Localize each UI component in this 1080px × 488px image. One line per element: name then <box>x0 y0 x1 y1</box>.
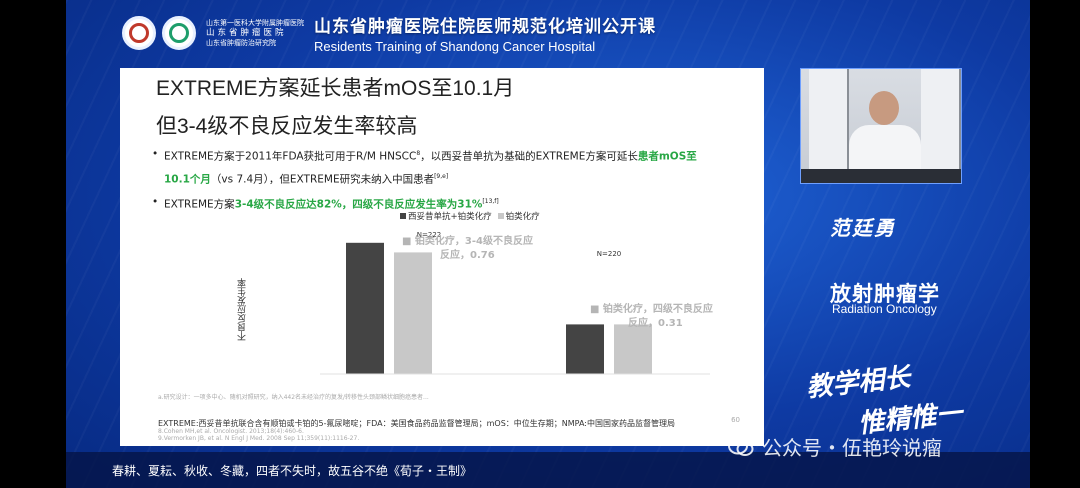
footnote-small: a.研究设计：一项多中心、随机对照研究，纳入442名未经治疗的复发/转移性头颈部… <box>158 394 429 401</box>
institution-line-2: 山东省肿瘤医院 <box>206 28 287 38</box>
bullet-1-text-a: EXTREME方案于2011年FDA获批可用于R/M HNSCC <box>164 150 417 163</box>
footnote-abbreviations: EXTREME:西妥昔单抗联合含有顺铂或卡铂的5-氟尿嘧啶；FDA：美国食品药品… <box>158 419 676 428</box>
bullet-1-text-c: （vs 7.4月），但EXTREME研究未纳入中国患者 <box>210 173 435 185</box>
bullet-1-highlight-2: 10.1个月 <box>164 173 211 185</box>
slide-title-line-1: EXTREME方案延长患者mOS至10.1月 <box>156 77 515 100</box>
screen-bezel-right <box>1030 0 1080 488</box>
screen-bezel-left <box>0 0 66 488</box>
podium <box>801 169 961 183</box>
legend-swatch <box>497 213 504 219</box>
bullet-dot-icon: • <box>152 148 159 160</box>
department-en: Radiation Oncology <box>832 302 937 316</box>
wechat-icon <box>728 437 754 456</box>
ticker-bar: 春耕、夏耘、秋收、冬藏，四者不失时，故五谷不绝《荀子・王制》 <box>66 452 1030 488</box>
background-panel <box>809 69 849 183</box>
bar-2-2 <box>614 324 652 374</box>
group-n-label: N=220 <box>597 250 621 258</box>
presenter-head <box>869 91 899 125</box>
annotation-line-2: 反应，0.76 <box>440 248 495 261</box>
legend-swatch <box>400 213 406 219</box>
institution-line-1: 山东第一医科大学附属肿瘤医院 <box>206 19 304 27</box>
watermark: 公众号・伍艳玲说瘤 <box>728 432 942 461</box>
bullet-2-ref: [13,f] <box>482 198 499 205</box>
bar-1-2 <box>566 324 604 374</box>
bullet-2-highlight: 3-4级不良反应达82%，四级不良反应发生率为31% <box>234 198 483 211</box>
slide-title-line-2: 但3-4级不良反应发生率较高 <box>156 115 418 138</box>
presenter-name: 范廷勇 <box>830 216 896 240</box>
background-panel <box>921 69 961 183</box>
bullet-1-ref-2: [9,e] <box>434 172 449 180</box>
annotation-line-1: ■ 铂类化疗，3-4级不良反应 <box>402 234 533 247</box>
annotation-line-2: 反应，0.31 <box>628 316 683 329</box>
bar-1-1 <box>346 242 384 374</box>
institution-line-3: 山东省肿瘤防治研究院 <box>206 39 276 47</box>
hospital-logo-icon <box>122 16 156 50</box>
broadcast-stage: 山东第一医科大学附属肿瘤医院 山东省肿瘤医院 山东省肿瘤防治研究院 山东省肿瘤医… <box>66 0 1030 488</box>
motto-line-1: 教学相长 <box>804 362 912 404</box>
bullet-2: • EXTREME方案3-4级不良反应达82%，四级不良反应发生率为31%[13… <box>152 192 499 215</box>
watermark-text: 公众号・伍艳玲说瘤 <box>762 436 942 460</box>
bullet-1-text-b: ，以西妥昔单抗为基础的EXTREME方案可延长 <box>420 150 638 163</box>
course-title: 山东省肿瘤医院住院医师规范化培训公开课 Residents Training o… <box>314 12 656 54</box>
legend-label: 西妥昔单抗+铂类化疗 <box>408 212 492 222</box>
slide: EXTREME方案延长患者mOS至10.1月 但3-4级不良反应发生率较高 • … <box>120 68 764 446</box>
bullet-2-text: EXTREME方案 <box>164 198 235 211</box>
bullet-1-ref-1: 8 <box>416 150 421 157</box>
header: 山东第一医科大学附属肿瘤医院 山东省肿瘤医院 山东省肿瘤防治研究院 山东省肿瘤医… <box>122 10 656 56</box>
reference-1: 8.Cohen MH,et al. Oncologist. 2013;18(4)… <box>158 428 304 435</box>
ticker-text: 春耕、夏耘、秋收、冬藏，四者不失时，故五谷不绝《荀子・王制》 <box>112 464 473 478</box>
legend-item-2: 铂类化疗 <box>497 210 540 222</box>
slide-page-number: 60 <box>731 416 740 424</box>
annotation-line-1: ■ 铂类化疗，四级不良反应 <box>590 302 713 315</box>
course-title-cn: 山东省肿瘤医院住院医师规范化培训公开课 <box>314 17 656 37</box>
bullet-1: • EXTREME方案于2011年FDA获批可用于R/M HNSCC8，以西妥昔… <box>152 144 724 189</box>
reference-2: 9.Vermorken JB, et al. N Engl J Med. 200… <box>158 435 360 442</box>
legend-item-1: 西妥昔单抗+铂类化疗 <box>400 210 492 222</box>
legend-label: 铂类化疗 <box>505 212 540 222</box>
bullet-dot-icon: • <box>152 196 159 208</box>
institution-names: 山东第一医科大学附属肿瘤医院 山东省肿瘤医院 山东省肿瘤防治研究院 <box>206 18 304 48</box>
group-n-label: N=222 <box>417 231 441 239</box>
bar-2-1 <box>394 252 432 374</box>
institute-logo-icon <box>162 16 196 50</box>
course-title-en: Residents Training of Shandong Cancer Ho… <box>314 39 596 54</box>
presenter-video <box>800 68 962 184</box>
chart-legend: 西妥昔单抗+铂类化疗 铂类化疗 <box>400 210 546 222</box>
department-cn: 放射肿瘤学 <box>830 282 940 306</box>
bullet-1-highlight-1: 患者mOS至 <box>637 150 697 163</box>
